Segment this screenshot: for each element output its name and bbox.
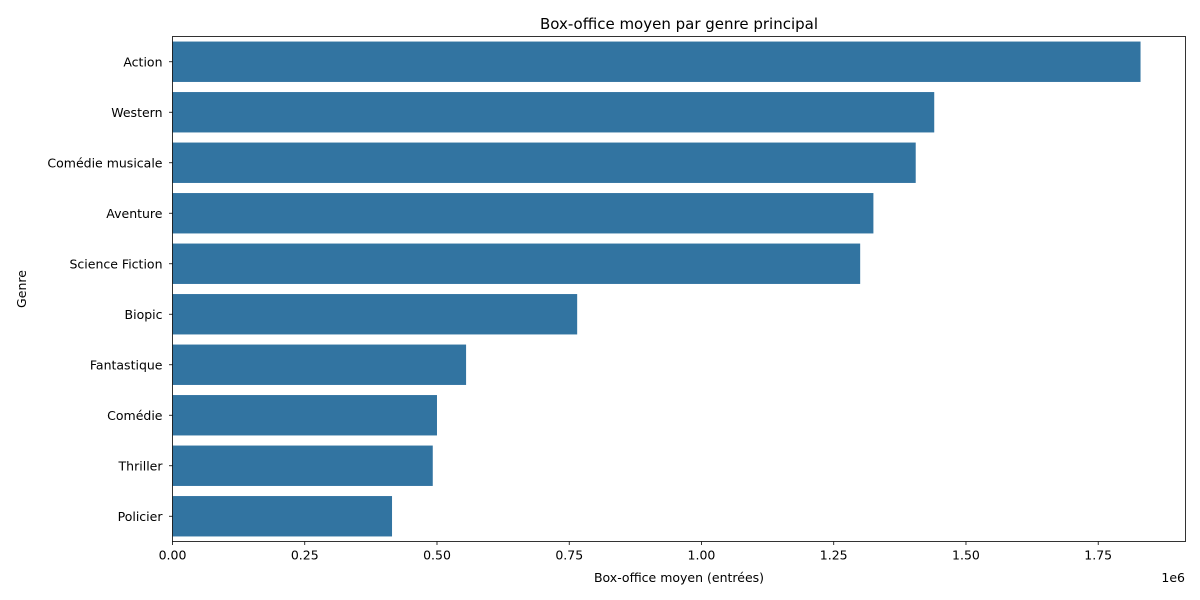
chart-title: Box-office moyen par genre principal: [540, 15, 818, 33]
bar: [172, 344, 467, 385]
y-tick-label: Biopic: [125, 307, 163, 322]
y-axis-label: Genre: [14, 270, 29, 308]
plot-frame: [172, 36, 1186, 542]
x-tick-label: 0.25: [291, 548, 319, 563]
x-axis-scale-label: 1e6: [1161, 570, 1185, 585]
x-tick-label: 0.50: [423, 548, 451, 563]
y-tick-label: Comédie musicale: [47, 155, 162, 170]
bars-group: [172, 41, 1141, 537]
bar: [172, 92, 935, 133]
x-tick-label: 0.75: [555, 548, 583, 563]
x-tick-label: 1.00: [688, 548, 716, 563]
y-tick-label: Fantastique: [90, 357, 163, 372]
x-tick-label: 0.00: [159, 548, 187, 563]
bar: [172, 41, 1141, 82]
bar: [172, 395, 437, 436]
y-tick-label: Action: [123, 54, 162, 69]
bar: [172, 445, 433, 486]
y-tick-label: Western: [111, 105, 162, 120]
x-axis-ticks: 0.00 0.25 0.50 0.75 1.00 1.25 1.50 1.75: [159, 541, 1112, 563]
bar: [172, 243, 861, 284]
bar: [172, 142, 916, 183]
y-tick-label: Science Fiction: [70, 256, 163, 271]
bar: [172, 193, 874, 234]
x-tick-label: 1.25: [820, 548, 848, 563]
y-tick-label: Comédie: [107, 408, 163, 423]
y-axis-ticks: Action Western Comédie musicale Aventure Sci…: [47, 54, 173, 524]
x-tick-label: 1.75: [1084, 548, 1112, 563]
bar: [172, 294, 578, 335]
y-tick-label: Aventure: [106, 206, 163, 221]
y-tick-label: Policier: [118, 509, 164, 524]
y-tick-label: Thriller: [118, 458, 164, 473]
bar: [172, 496, 393, 537]
x-axis-label: Box-office moyen (entrées): [594, 570, 764, 585]
x-tick-label: 1.50: [952, 548, 980, 563]
